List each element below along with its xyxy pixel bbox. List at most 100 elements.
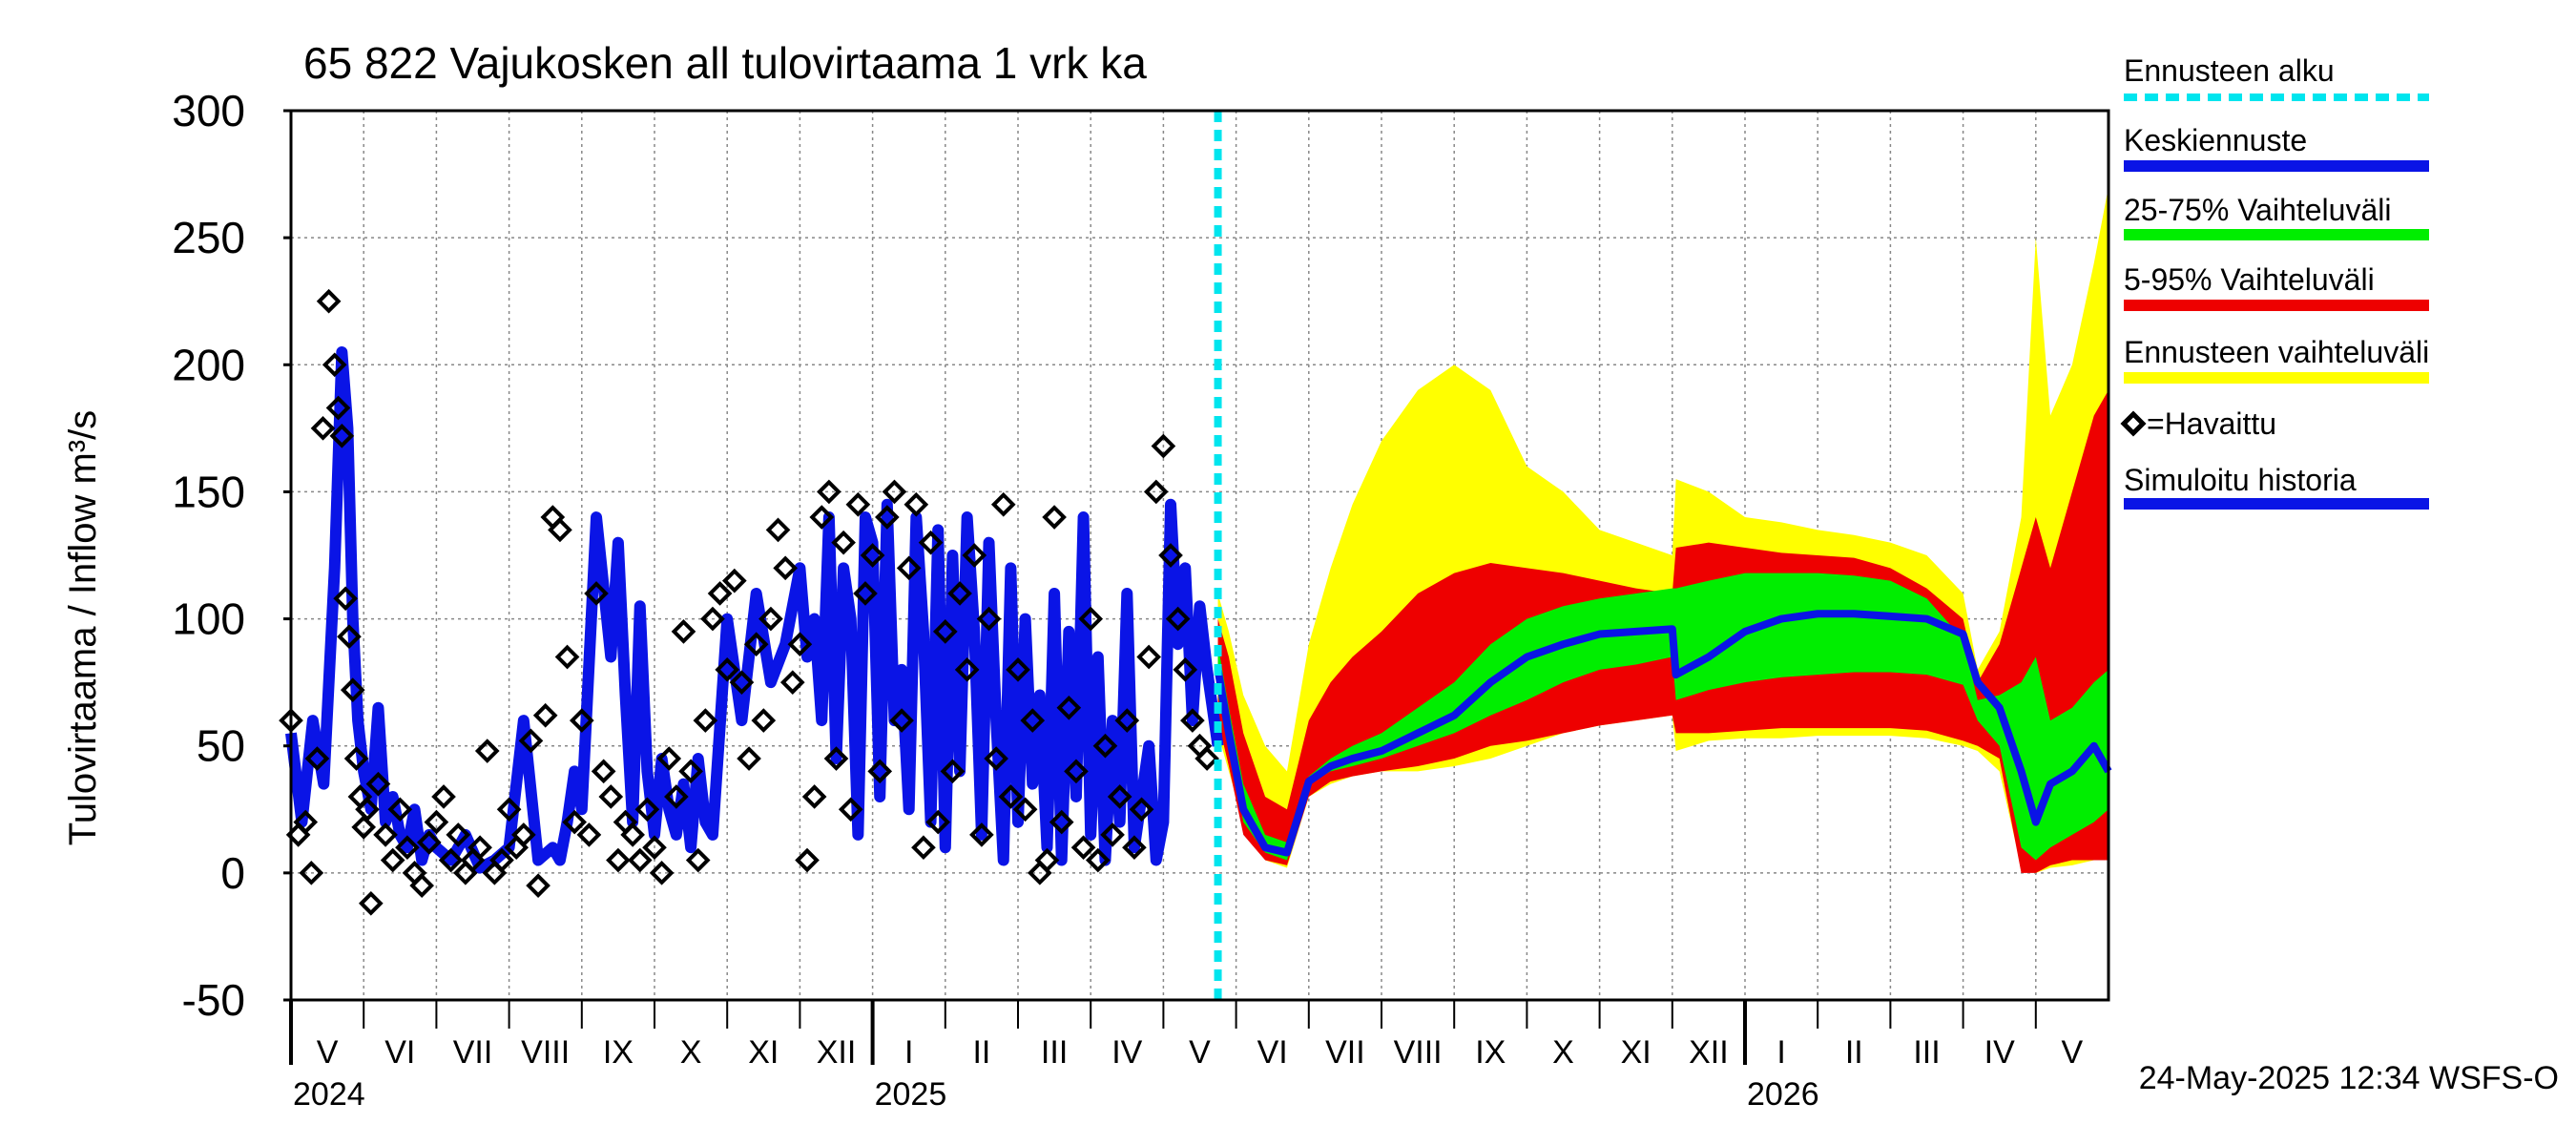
legend-label-keskiennuste: Keskiennuste (2124, 123, 2307, 157)
month-label: IX (603, 1034, 634, 1071)
y-tick-label: 100 (172, 594, 245, 644)
observed-point (337, 624, 362, 650)
observed-point (620, 822, 645, 847)
observed-point (576, 822, 602, 847)
month-label: III (1041, 1034, 1068, 1071)
observed-point (932, 619, 958, 644)
observed-point (969, 822, 994, 847)
observed-point (678, 759, 703, 784)
legend-label-simuloitu-historia: Simuloitu historia (2124, 463, 2357, 497)
observed-point (1092, 733, 1118, 759)
observed-point (329, 424, 355, 448)
median-forecast-line (1214, 610, 2112, 857)
observed-point (333, 586, 358, 612)
observed-point (304, 746, 330, 771)
observed-point (721, 568, 747, 593)
observed-point (962, 543, 987, 568)
observed-point (474, 739, 500, 763)
plot-frame (289, 109, 2110, 1002)
month-label: VII (1325, 1034, 1365, 1071)
observed-point (1173, 657, 1198, 682)
legend-swatch-havaittu (2120, 410, 2147, 437)
observed-point (424, 809, 449, 835)
observed-point (395, 835, 420, 861)
month-label: V (2062, 1034, 2084, 1071)
legend-label-ennusteen-vaihteluv-li: Ennusteen vaihteluväli (2124, 335, 2429, 369)
observed-point (896, 555, 922, 581)
observed-point (293, 809, 319, 835)
observed-point (737, 746, 761, 771)
observed-point (817, 479, 841, 505)
observed-point (1158, 543, 1183, 568)
observed-point (685, 847, 711, 873)
observed-point (867, 759, 893, 784)
month-label: X (680, 1034, 702, 1071)
observed-point (355, 797, 380, 822)
month-label: VI (1257, 1034, 1288, 1071)
legend-label-5-95-vaihteluv-li: 5-95% Vaihteluväli (2124, 262, 2375, 297)
observed-point (743, 632, 769, 657)
month-label: IX (1475, 1034, 1506, 1071)
observed-point (380, 847, 405, 873)
observed-point (1122, 835, 1147, 861)
observed-point (904, 491, 929, 517)
y-tick-label: 50 (197, 721, 245, 771)
observed-point (838, 797, 863, 822)
observed-point (416, 830, 442, 855)
observed-point (591, 759, 616, 784)
observed-point (882, 479, 907, 505)
observed-point (801, 784, 827, 809)
year-label: 2026 (1747, 1076, 1819, 1113)
observed-point (664, 784, 689, 809)
observed-point (387, 797, 413, 822)
month-label: II (1845, 1034, 1863, 1071)
y-tick-label: 200 (172, 340, 245, 389)
observed-point (1049, 809, 1074, 835)
observed-point (1064, 759, 1089, 784)
observed-point (431, 784, 456, 809)
observed-point (554, 644, 580, 670)
month-label: VII (453, 1034, 493, 1071)
forecast-bands (1214, 186, 2112, 873)
observed-point (773, 555, 798, 581)
observed-point (1195, 746, 1219, 771)
observed-point (758, 606, 783, 632)
observed-point (860, 543, 885, 568)
observed-point (1143, 479, 1169, 505)
observed-point (1129, 797, 1154, 822)
legend-label-25-75-vaihteluv-li: 25-75% Vaihteluväli (2124, 193, 2391, 227)
observed-point (526, 873, 551, 898)
observed-point (532, 702, 558, 728)
month-label: IV (1984, 1034, 2015, 1071)
observed-point (598, 784, 624, 809)
observed-point (693, 708, 718, 733)
observed-point (671, 619, 696, 644)
y-tick-label: -50 (182, 975, 245, 1025)
observed-point (889, 708, 914, 733)
observed-point (954, 657, 980, 682)
legend-label-ennusteen-alku: Ennusteen alku (2124, 53, 2335, 88)
month-label: X (1552, 1034, 1574, 1071)
observed-point (569, 708, 594, 733)
observed-point (918, 530, 944, 555)
month-label: XI (748, 1034, 779, 1071)
observed-point (1020, 708, 1046, 733)
observed-point (518, 728, 544, 754)
observed-point (729, 670, 755, 695)
y-tick-label: 300 (172, 86, 245, 135)
observed-point (1114, 708, 1140, 733)
observed-point (853, 581, 878, 606)
observed-point (1151, 433, 1176, 459)
observed-point (634, 797, 660, 822)
observed-point (831, 530, 856, 555)
observed-point (1012, 797, 1038, 822)
observed-point (751, 708, 777, 733)
observed-point (310, 416, 336, 441)
observed-point (1107, 784, 1132, 809)
observed-point (438, 847, 464, 873)
chart-title: 65 822 Vajukosken all tulovirtaama 1 vrk… (303, 38, 1147, 88)
observed-point (1056, 695, 1082, 720)
month-label: I (1776, 1034, 1785, 1071)
legend-label-havaittu: =Havaittu (2147, 406, 2276, 441)
observed-point (707, 581, 733, 606)
